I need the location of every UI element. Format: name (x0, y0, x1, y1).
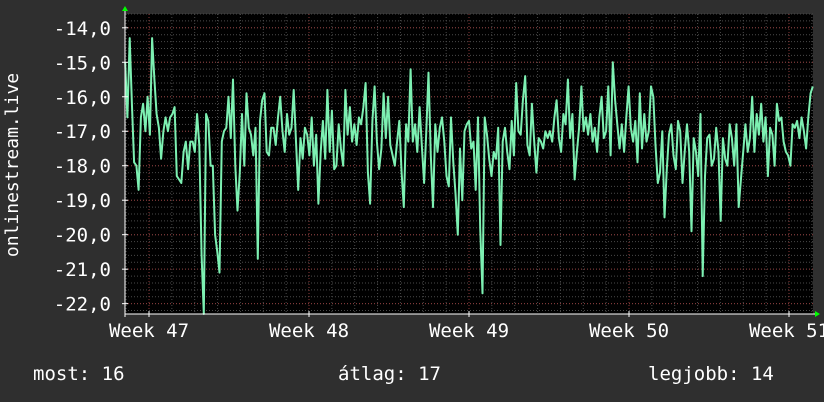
y-tick-label: -16,0 (54, 87, 111, 109)
major-grid (125, 14, 813, 314)
y-tick-label: -19,0 (54, 190, 111, 212)
y-axis-title: onlinestream.live (2, 73, 23, 257)
x-tick-label: Week 51 (749, 320, 824, 342)
y-axis-tick-labels: -14,0 -15,0 -16,0 -17,0 -18,0 -19,0 -20,0 -21,0… (54, 18, 111, 316)
y-tick-label: -21,0 (54, 259, 111, 281)
y-tick-label: -14,0 (54, 18, 111, 40)
y-tick-label: -22,0 (54, 294, 111, 316)
x-axis-tick-labels: Week 47 Week 48 Week 49 Week 50 Week 51 (109, 320, 824, 342)
axes (122, 6, 820, 317)
y-axis-arrow-icon (122, 6, 128, 11)
average-value-stat: átlag: 17 (338, 363, 441, 385)
x-tick-label: Week 50 (589, 320, 669, 342)
y-tick-label: -17,0 (54, 121, 111, 143)
y-tick-label: -15,0 (54, 52, 111, 74)
current-value-stat: most: 16 (33, 363, 125, 385)
series-line-0 (124, 37, 814, 315)
x-tick-label: Week 49 (429, 320, 509, 342)
best-value-stat: legjobb: 14 (648, 363, 774, 385)
series-layer (124, 37, 814, 315)
x-axis-arrow-icon (815, 311, 820, 317)
y-tick-label: -18,0 (54, 156, 111, 178)
y-tick-label: -20,0 (54, 225, 111, 247)
x-tick-label: Week 48 (269, 320, 349, 342)
x-tick-label: Week 47 (109, 320, 189, 342)
